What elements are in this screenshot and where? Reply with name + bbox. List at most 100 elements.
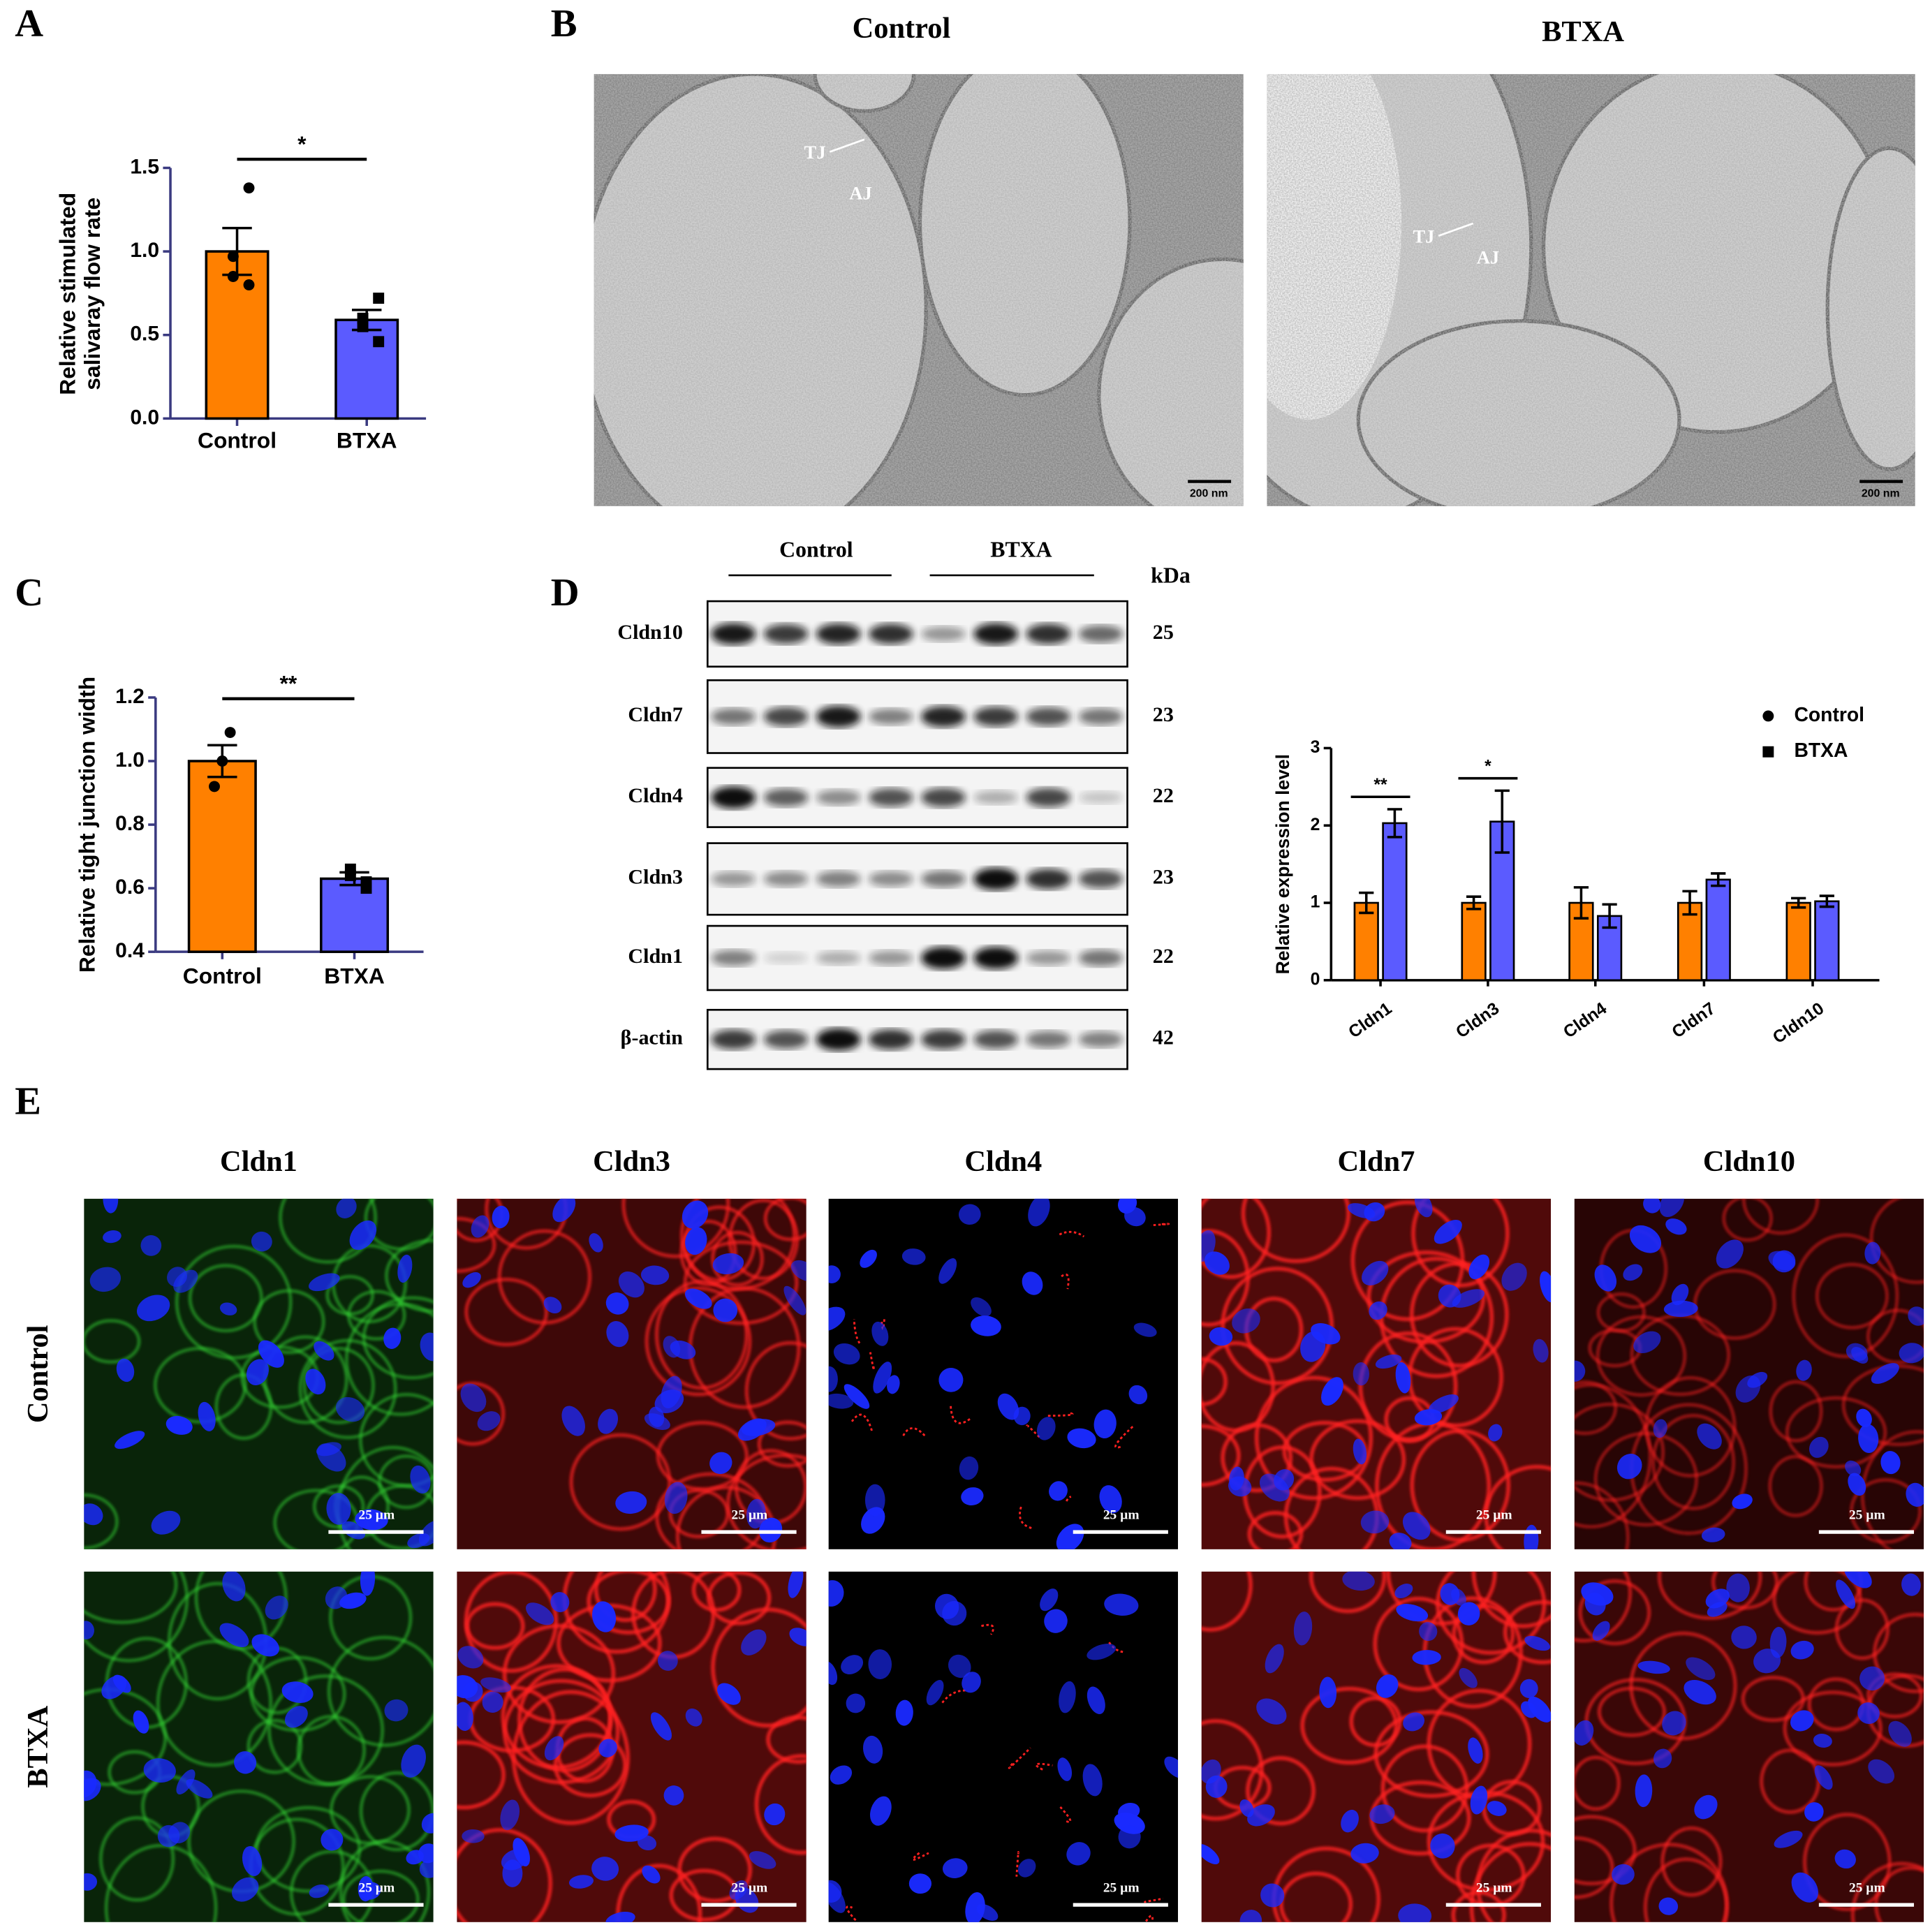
nucleus bbox=[231, 1877, 259, 1902]
membrane bbox=[1201, 1198, 1271, 1279]
nucleus bbox=[908, 1873, 932, 1894]
nucleus bbox=[1686, 1657, 1716, 1681]
membrane bbox=[1066, 1496, 1072, 1502]
blot-strip bbox=[706, 600, 1128, 668]
band bbox=[869, 624, 913, 644]
membrane bbox=[1742, 1198, 1819, 1234]
nucleus bbox=[480, 1677, 511, 1693]
nucleus bbox=[482, 1691, 503, 1713]
nucleus bbox=[1868, 1759, 1895, 1784]
nucleus bbox=[1430, 1833, 1455, 1859]
membrane bbox=[1471, 1571, 1552, 1628]
kda-label: 42 bbox=[1153, 1026, 1174, 1049]
column-title: Cldn3 bbox=[593, 1145, 670, 1178]
nucleus bbox=[525, 1602, 554, 1625]
band bbox=[816, 705, 861, 728]
nucleus bbox=[1164, 1756, 1179, 1778]
group-label: BTXA bbox=[990, 538, 1052, 562]
nucleus bbox=[942, 1858, 968, 1878]
nucleus bbox=[1419, 1622, 1438, 1642]
nucleus bbox=[1856, 1408, 1872, 1427]
nucleus bbox=[460, 1383, 487, 1413]
nucleus bbox=[1321, 1377, 1343, 1406]
band bbox=[869, 788, 913, 807]
nucleus bbox=[1888, 1720, 1912, 1747]
band bbox=[763, 1030, 809, 1049]
membrane bbox=[869, 1352, 875, 1371]
nucleus bbox=[1086, 1644, 1117, 1660]
nucleus bbox=[828, 1306, 846, 1332]
nucleus bbox=[421, 1813, 434, 1834]
nucleus bbox=[1584, 1593, 1606, 1616]
membrane bbox=[1019, 1506, 1033, 1530]
nucleus bbox=[1834, 1849, 1856, 1869]
band bbox=[816, 623, 861, 644]
membrane bbox=[1484, 1465, 1552, 1549]
band bbox=[1078, 950, 1124, 966]
nucleus bbox=[729, 1880, 748, 1900]
protein-label: Cldn4 bbox=[628, 783, 683, 807]
tem-image bbox=[594, 74, 1244, 506]
scale-label: 25 µm bbox=[1103, 1508, 1140, 1523]
nucleus bbox=[165, 1415, 193, 1435]
membrane bbox=[1309, 1419, 1406, 1500]
band bbox=[1078, 869, 1124, 889]
nucleus bbox=[642, 1865, 661, 1884]
nucleus bbox=[1629, 1225, 1662, 1253]
membrane bbox=[1815, 1263, 1889, 1329]
data-point bbox=[224, 727, 236, 738]
nucleus bbox=[349, 1220, 377, 1251]
bar bbox=[1461, 901, 1487, 982]
membrane bbox=[1470, 1842, 1552, 1922]
nucleus bbox=[1438, 1284, 1461, 1308]
membrane bbox=[464, 1278, 548, 1346]
nucleus bbox=[1859, 1666, 1885, 1691]
band bbox=[921, 870, 966, 887]
if-content bbox=[457, 1198, 806, 1549]
tem-content bbox=[594, 74, 1244, 506]
nucleus bbox=[1791, 1872, 1818, 1903]
nucleus bbox=[1457, 1602, 1480, 1625]
nucleus bbox=[1256, 1698, 1287, 1725]
membrane bbox=[303, 1347, 375, 1424]
protein-label: Cldn7 bbox=[628, 702, 683, 726]
nucleus bbox=[1342, 1571, 1375, 1591]
nucleus bbox=[926, 1680, 944, 1706]
tem-annotation: AJ bbox=[1477, 246, 1499, 267]
membrane bbox=[1476, 1829, 1552, 1922]
membrane bbox=[362, 1296, 434, 1380]
if-content bbox=[1201, 1571, 1552, 1922]
if-content bbox=[828, 1198, 1179, 1549]
nucleus bbox=[606, 1321, 629, 1348]
nucleus bbox=[544, 1736, 564, 1761]
nucleus bbox=[712, 1253, 744, 1275]
nucleus bbox=[1790, 1710, 1814, 1732]
nucleus bbox=[864, 1484, 885, 1517]
nucleus bbox=[895, 1699, 913, 1726]
error-bar bbox=[1359, 891, 1374, 915]
x-tick-label: Cldn7 bbox=[1669, 999, 1719, 1042]
nucleus bbox=[1643, 1198, 1661, 1214]
y-tick-label: 2 bbox=[1311, 816, 1320, 834]
nucleus bbox=[1265, 1644, 1284, 1674]
if-content bbox=[1574, 1571, 1924, 1922]
nucleus bbox=[1753, 1649, 1781, 1674]
nucleus bbox=[463, 1681, 483, 1702]
membrane bbox=[1144, 1897, 1164, 1903]
membrane bbox=[1792, 1234, 1899, 1358]
membrane bbox=[655, 1280, 749, 1389]
band bbox=[869, 708, 913, 725]
error-bar bbox=[1819, 894, 1834, 908]
nucleus bbox=[959, 1204, 981, 1225]
band bbox=[921, 947, 966, 969]
nucleus bbox=[1908, 1306, 1924, 1326]
nucleus bbox=[410, 1465, 431, 1494]
kda-label: 23 bbox=[1153, 702, 1174, 726]
membrane bbox=[1870, 1198, 1924, 1284]
nucleus bbox=[938, 1367, 964, 1392]
error-bar bbox=[1573, 886, 1589, 920]
nucleus bbox=[1118, 1802, 1140, 1820]
blot-strip bbox=[706, 679, 1128, 754]
error-bar bbox=[1682, 890, 1697, 916]
nucleus bbox=[1858, 1424, 1879, 1454]
